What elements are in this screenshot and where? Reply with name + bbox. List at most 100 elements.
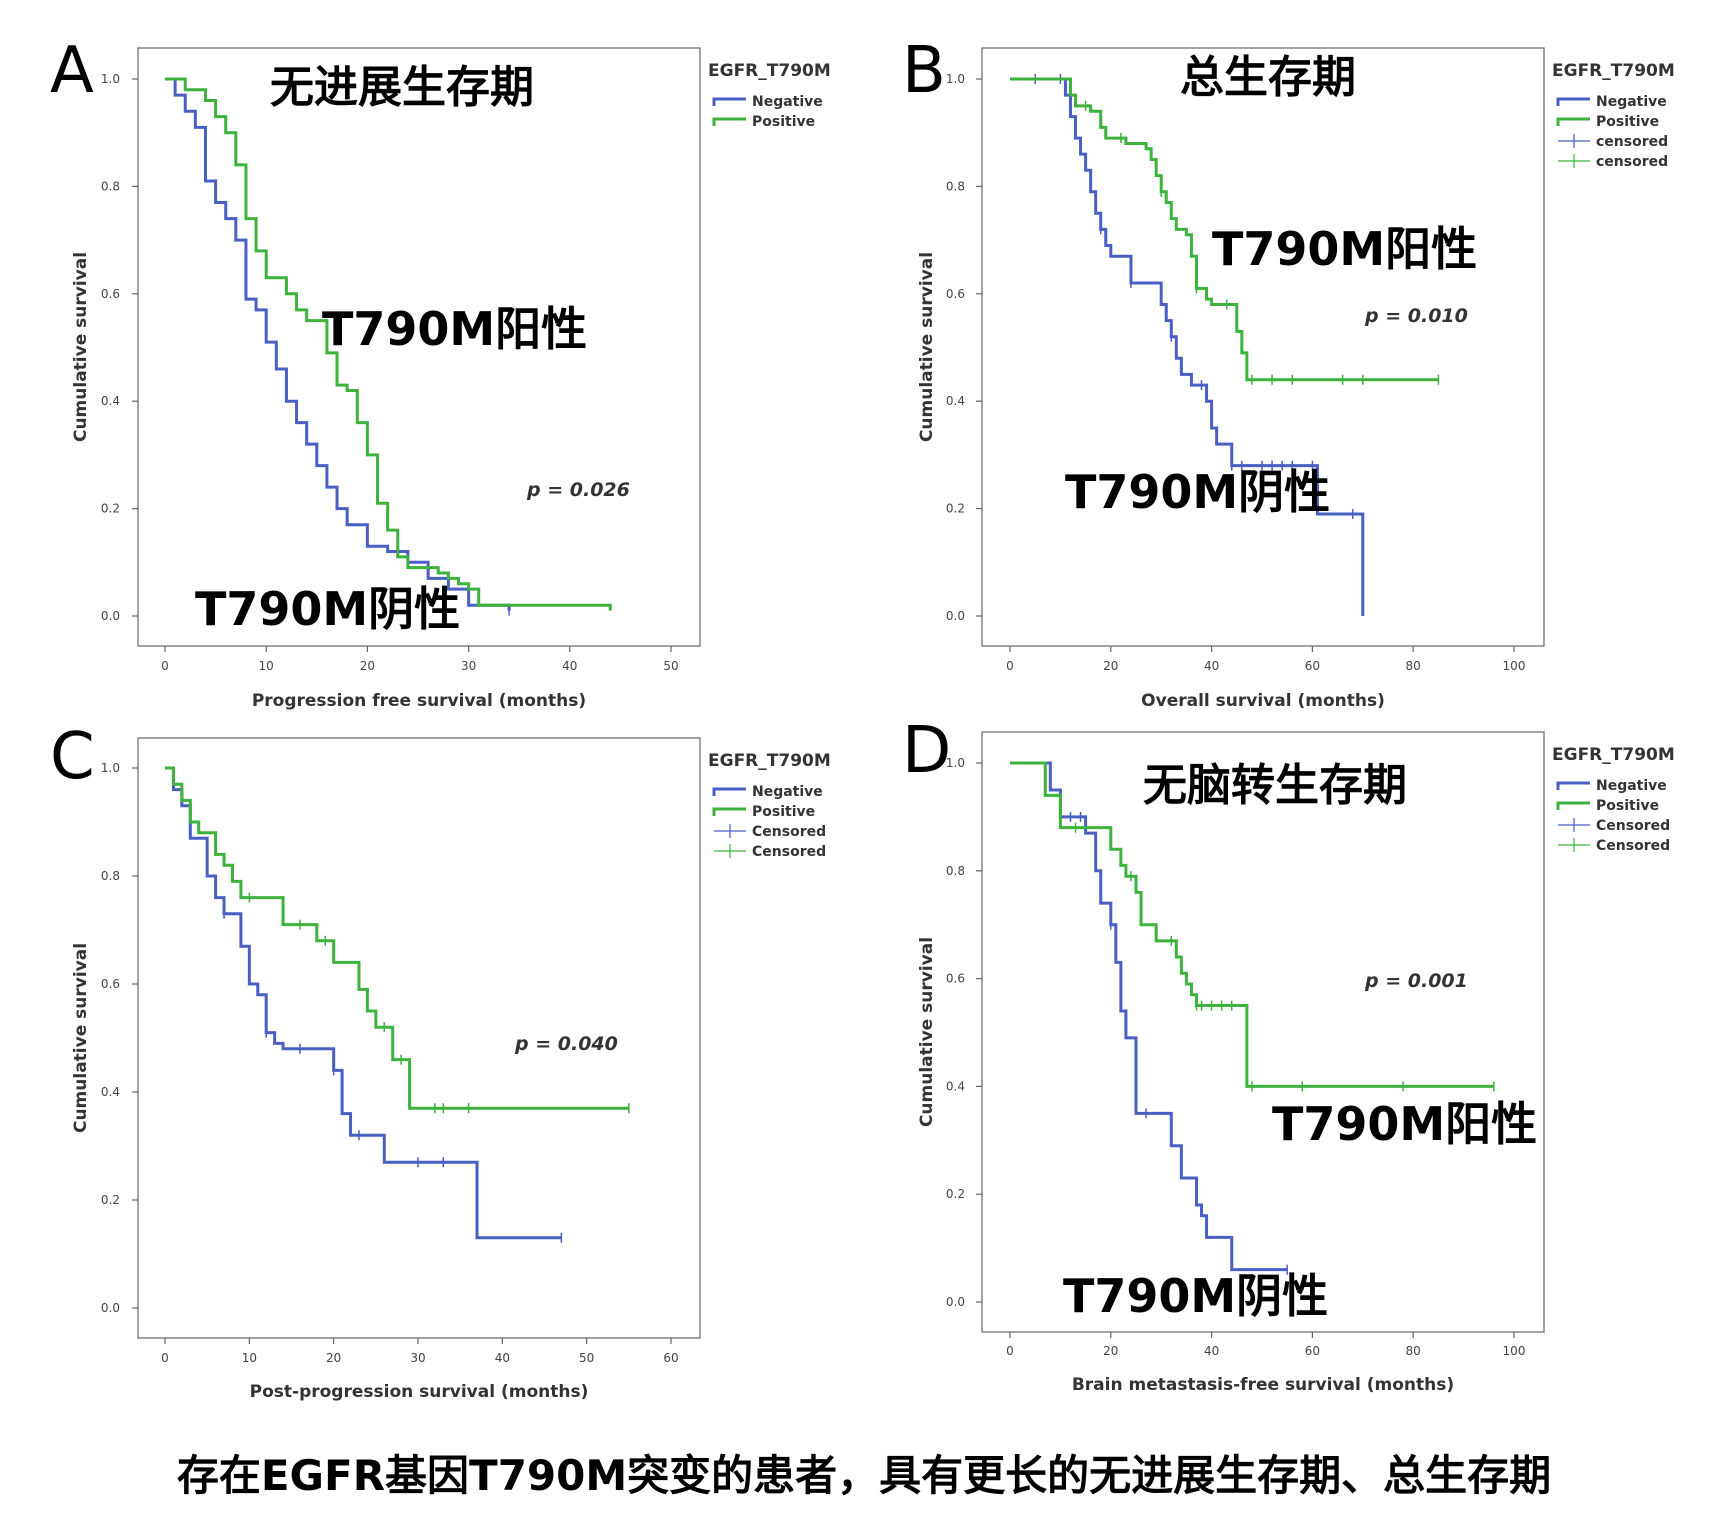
legend-title: EGFR_T790M: [708, 61, 831, 81]
legend-swatch-positive: [1556, 117, 1590, 126]
y-tick-label: 0.8: [101, 179, 120, 193]
legend-entry: censored: [1596, 134, 1668, 150]
x-tick-label: 60: [663, 1351, 678, 1365]
y-tick-label: 1.0: [946, 72, 965, 86]
x-axis-label: Post-progression survival (months): [250, 1382, 589, 1402]
x-tick-label: 40: [562, 659, 577, 673]
y-axis-label: Cumulative survival: [917, 252, 937, 442]
curve-annotation: T790M阳性: [1212, 222, 1477, 276]
x-tick-label: 20: [1103, 1344, 1118, 1358]
y-tick-label: 0.0: [101, 609, 120, 623]
y-tick-label: 0.8: [946, 179, 965, 193]
x-axis-label: Brain metastasis-free survival (months): [1072, 1375, 1454, 1395]
legend-entry: Censored: [752, 824, 826, 840]
legend-entry: Negative: [1596, 94, 1667, 110]
y-axis-label: Cumulative survival: [71, 943, 91, 1133]
x-tick-label: 50: [579, 1351, 594, 1365]
y-tick-label: 1.0: [101, 761, 120, 775]
x-axis-label: Progression free survival (months): [252, 691, 586, 711]
panel-c: C 0.0 0.2 0.4 0.6 0.8 1.0 0 10 20 30 40 50 60 Post-pro…: [50, 720, 831, 1402]
p-value: p = 0.026: [526, 479, 630, 501]
x-tick-label: 80: [1406, 1344, 1421, 1358]
y-tick-label: 0.8: [101, 869, 120, 883]
x-tick-label: 20: [360, 659, 375, 673]
x-tick-label: 80: [1406, 659, 1421, 673]
curve-annotation: T790M阳性: [322, 302, 587, 356]
y-tick-label: 0.0: [946, 609, 965, 623]
y-tick-label: 0.4: [101, 1085, 120, 1099]
legend-swatch-negative: [712, 787, 746, 796]
legend-swatch-negative: [712, 97, 746, 106]
panel-b: B 0.0 0.2 0.4 0.6 0.8 1.0 0 20 40 60 80 100 Overall s…: [902, 34, 1675, 711]
y-tick-label: 0.2: [101, 1193, 120, 1207]
curve-annotation: T790M阴性: [1065, 465, 1330, 519]
y-tick-label: 0.8: [946, 864, 965, 878]
panel-letter: B: [902, 34, 946, 108]
panel-letter: D: [902, 714, 951, 788]
km-curve-positive: [1010, 761, 1494, 1088]
plot-frame: [137, 47, 701, 647]
legend-swatch-positive: [1556, 801, 1590, 810]
plot-frame: [137, 737, 701, 1339]
curve-annotation: T790M阴性: [1063, 1269, 1328, 1323]
legend-entry: Positive: [1596, 114, 1659, 130]
y-tick-label: 0.4: [946, 394, 965, 408]
x-tick-label: 0: [161, 1351, 169, 1365]
x-tick-label: 10: [242, 1351, 257, 1365]
p-value: p = 0.040: [514, 1033, 618, 1055]
legend-entry: Positive: [752, 804, 815, 820]
legend-entry: Censored: [752, 844, 826, 860]
panel-title: 无进展生存期: [270, 62, 534, 113]
legend-entry: Negative: [1596, 778, 1667, 794]
y-tick-label: 0.6: [946, 287, 965, 301]
plot-frame: [981, 731, 1545, 1333]
x-tick-label: 0: [1006, 659, 1014, 673]
x-tick-label: 20: [326, 1351, 341, 1365]
curve-annotation: T790M阴性: [195, 582, 460, 636]
panel-letter: C: [50, 720, 95, 794]
x-tick-label: 0: [161, 659, 169, 673]
legend: EGFR_T790M Negative Positive: [708, 61, 831, 130]
y-tick-label: 0.6: [946, 972, 965, 986]
legend-entry: censored: [1596, 154, 1668, 170]
curve-annotation: T790M阳性: [1272, 1097, 1537, 1151]
x-tick-label: 50: [663, 659, 678, 673]
x-tick-label: 100: [1503, 1344, 1526, 1358]
legend-entry: Negative: [752, 94, 823, 110]
km-curve-negative: [1010, 761, 1288, 1272]
legend-swatch-negative: [1556, 97, 1590, 106]
figure-caption: 存在EGFR基因T790M突变的患者，具有更长的无进展生存期、总生存期: [177, 1451, 1551, 1500]
km-curve-negative: [165, 766, 562, 1240]
km-curve-positive: [165, 766, 629, 1110]
legend-swatch-positive: [712, 117, 746, 126]
panel-d: D 0.0 0.2 0.4 0.6 0.8 1.0 0 20 40 60 80 100 Brain met…: [902, 714, 1675, 1395]
legend-entry: Positive: [752, 114, 815, 130]
x-tick-label: 100: [1503, 659, 1526, 673]
panel-a: A 0.0 0.2 0.4 0.6 0.8 1.0 0 10 20 30 40 50 Progressio…: [50, 34, 831, 711]
panel-title: 无脑转生存期: [1143, 760, 1407, 811]
y-tick-label: 0.6: [101, 977, 120, 991]
x-tick-label: 30: [461, 659, 476, 673]
legend-title: EGFR_T790M: [1552, 745, 1675, 765]
plot-frame: [981, 47, 1545, 647]
legend-entry: Censored: [1596, 818, 1670, 834]
x-tick-label: 30: [410, 1351, 425, 1365]
y-tick-label: 1.0: [101, 72, 120, 86]
x-axis-label: Overall survival (months): [1141, 691, 1385, 711]
panel-title: 总生存期: [1180, 52, 1356, 103]
legend-title: EGFR_T790M: [708, 751, 831, 771]
x-tick-label: 40: [495, 1351, 510, 1365]
y-tick-label: 0.2: [101, 502, 120, 516]
x-tick-label: 40: [1204, 1344, 1219, 1358]
x-tick-label: 10: [259, 659, 274, 673]
legend-swatch-negative: [1556, 781, 1590, 790]
panel-letter: A: [50, 34, 94, 108]
y-tick-label: 0.0: [946, 1295, 965, 1309]
km-curve-positive: [165, 77, 612, 611]
km-curve-negative: [1010, 77, 1365, 616]
y-tick-label: 0.4: [101, 394, 120, 408]
legend: EGFR_T790M Negative Positive Censored Censor…: [1552, 745, 1675, 854]
x-tick-label: 60: [1305, 1344, 1320, 1358]
legend: EGFR_T790M Negative Positive censored censor…: [1552, 61, 1675, 170]
legend-entry: Positive: [1596, 798, 1659, 814]
